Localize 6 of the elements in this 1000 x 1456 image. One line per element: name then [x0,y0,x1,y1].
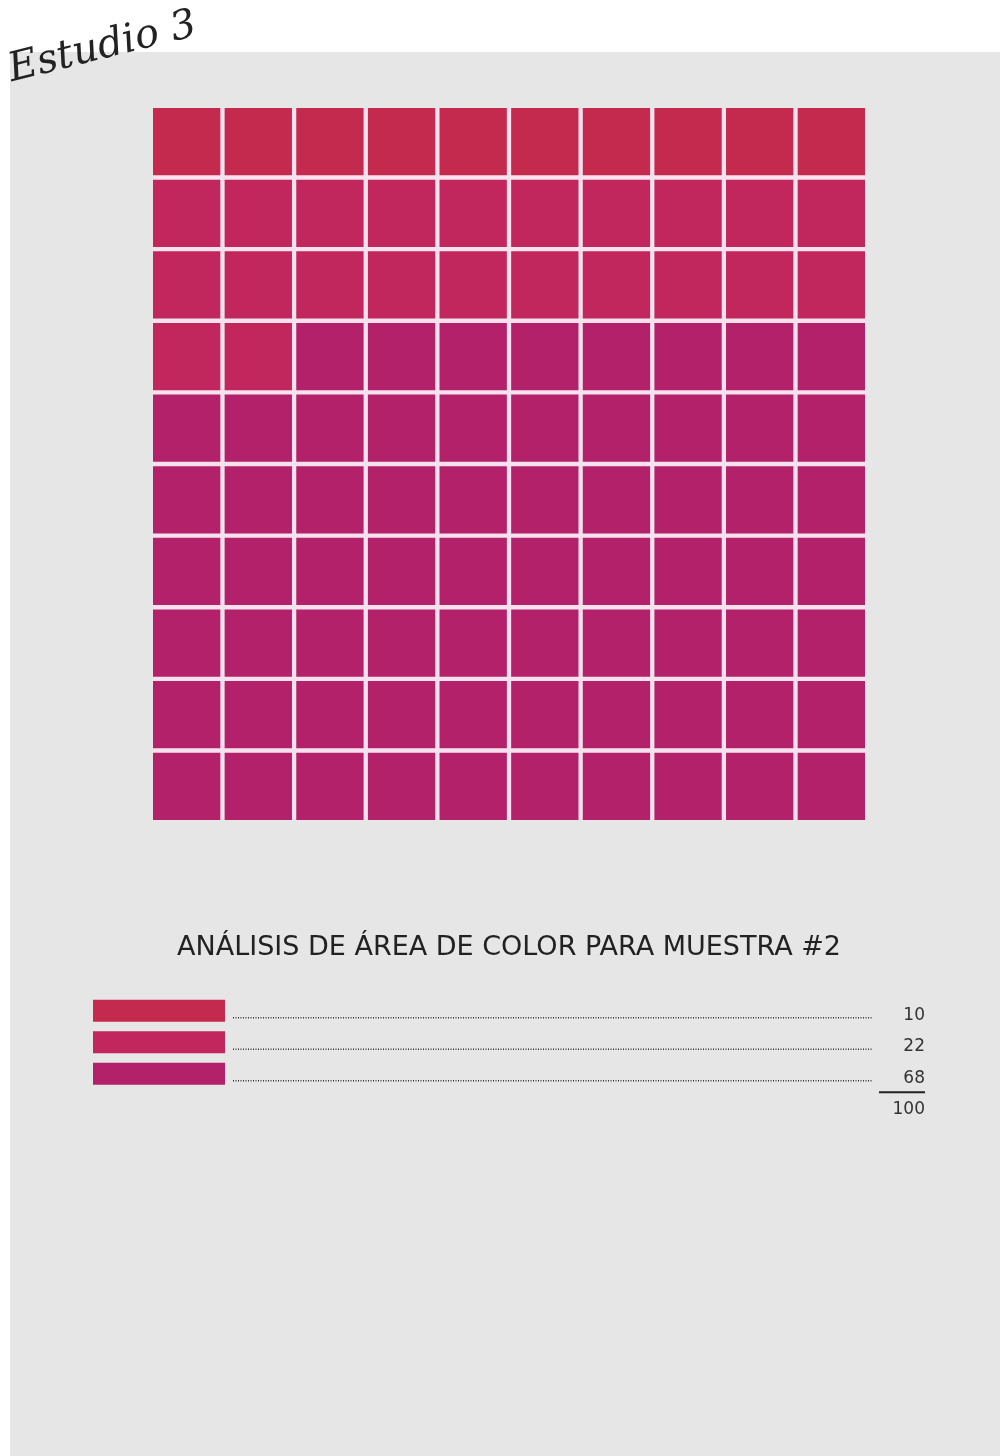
data-label: 22 [903,1035,925,1056]
data-label: 10 [903,1003,925,1024]
data-label: 68 [903,1066,925,1087]
text: ANÁLISIS DE ÁREA DE COLOR PARA MUESTRA #2 [177,930,841,961]
text: Estudio 3 [2,0,201,90]
text: 100 [892,1098,925,1119]
